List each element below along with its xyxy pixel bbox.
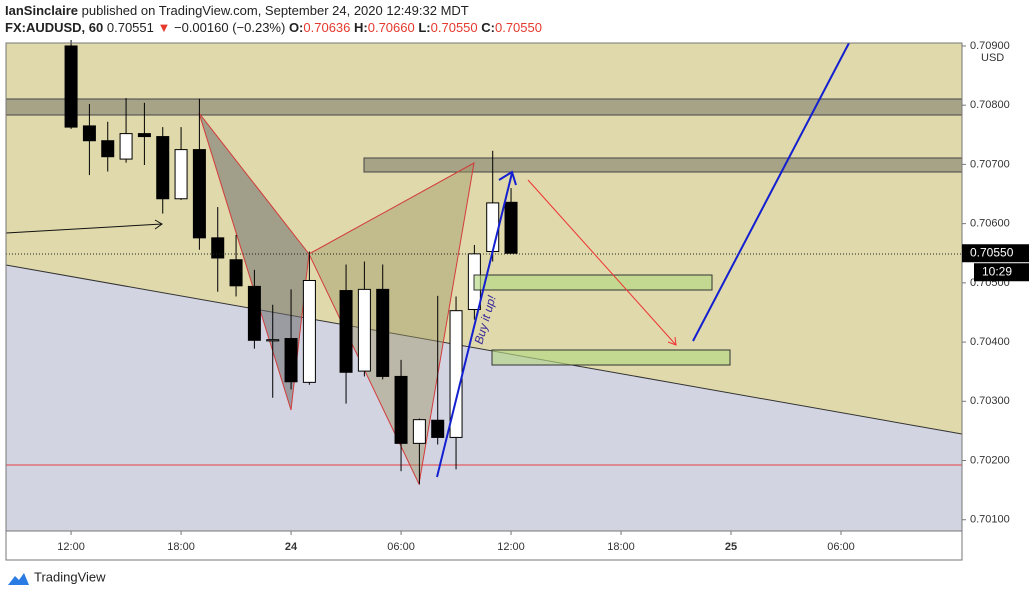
x-tick-label: 12:00	[497, 541, 525, 553]
candle-body	[64, 45, 78, 128]
y-tick-label: 0.70800	[970, 99, 1010, 111]
arrow-head	[667, 336, 677, 346]
y-tick-label: 0.70200	[970, 454, 1010, 466]
x-tick-label: 18:00	[607, 541, 635, 553]
candle-body	[247, 285, 261, 341]
resistance-band	[363, 157, 963, 173]
x-tick-label: 06:00	[387, 541, 415, 553]
x-tick-label: 24	[285, 541, 298, 553]
candle-body	[302, 279, 316, 383]
candle-body	[192, 149, 206, 239]
candle-body	[229, 259, 243, 287]
time-axis	[6, 531, 962, 560]
price: 0.70551	[107, 20, 154, 35]
arrow-head	[154, 219, 163, 230]
published: published on TradingView.com, September …	[82, 3, 469, 18]
c-key: C:	[481, 20, 495, 35]
c: 0.70550	[495, 20, 542, 35]
candle-body	[211, 237, 225, 259]
x-tick-label: 12:00	[57, 541, 85, 553]
y-tick-label: 0.70400	[970, 336, 1010, 348]
projection-line	[692, 42, 850, 342]
arrow-head	[498, 170, 517, 186]
target-box	[491, 349, 731, 366]
pattern-xab	[198, 112, 310, 411]
o: 0.70636	[303, 20, 350, 35]
y-tick-label: 0.70300	[970, 395, 1010, 407]
candle-body	[394, 375, 408, 444]
candle-body	[357, 288, 371, 372]
x-tick-label: 18:00	[167, 541, 195, 553]
candle-body	[486, 202, 500, 252]
x-tick-label: 06:00	[827, 541, 855, 553]
candle-body	[266, 339, 280, 342]
candle-body	[137, 133, 151, 138]
candle-body	[174, 149, 188, 200]
arrow: ▼	[158, 20, 171, 35]
y-tick-label: 0.70700	[970, 158, 1010, 170]
change: −0.00160 (−0.23%)	[174, 20, 285, 35]
candle-body	[412, 419, 426, 444]
logo	[8, 573, 29, 585]
trend-line	[5, 264, 963, 435]
candle-body	[339, 290, 353, 373]
h-key: H:	[354, 20, 368, 35]
y-tick-label: 0.70600	[970, 218, 1010, 230]
arrow	[5, 223, 163, 234]
candle-body	[156, 136, 170, 200]
candle-body	[101, 140, 115, 158]
candle-body	[82, 125, 96, 142]
l: 0.70550	[431, 20, 478, 35]
upper-zone	[6, 43, 962, 434]
last-price-box	[962, 244, 1029, 263]
header: IanSinclaire published on TradingView.co…	[5, 3, 469, 18]
l-key: L:	[418, 20, 430, 35]
symbol: FX:AUDUSD, 60	[5, 20, 103, 35]
candle-body	[376, 288, 390, 377]
candle-body	[284, 338, 298, 383]
arrow	[527, 179, 677, 346]
brand: TradingView	[34, 569, 106, 584]
y-tick-label: 0.70900	[970, 40, 1010, 52]
currency: USD	[981, 52, 1004, 64]
target-box	[473, 274, 713, 291]
arrow	[436, 172, 513, 478]
candle-body	[431, 419, 445, 438]
candle-body	[119, 133, 133, 160]
price-axis	[962, 43, 1029, 531]
author: IanSinclaire	[5, 3, 78, 18]
countdown: 10:29	[982, 264, 1012, 278]
h: 0.70660	[368, 20, 415, 35]
o-key: O:	[289, 20, 303, 35]
countdown-box	[974, 263, 1029, 282]
last-price-label: 0.70550	[970, 245, 1014, 259]
symbol-line: FX:AUDUSD, 60 0.70551 ▼ −0.00160 (−0.23%…	[5, 20, 542, 35]
y-tick-label: 0.70100	[970, 514, 1010, 526]
candle-body	[504, 201, 518, 254]
x-tick-label: 25	[725, 541, 737, 553]
